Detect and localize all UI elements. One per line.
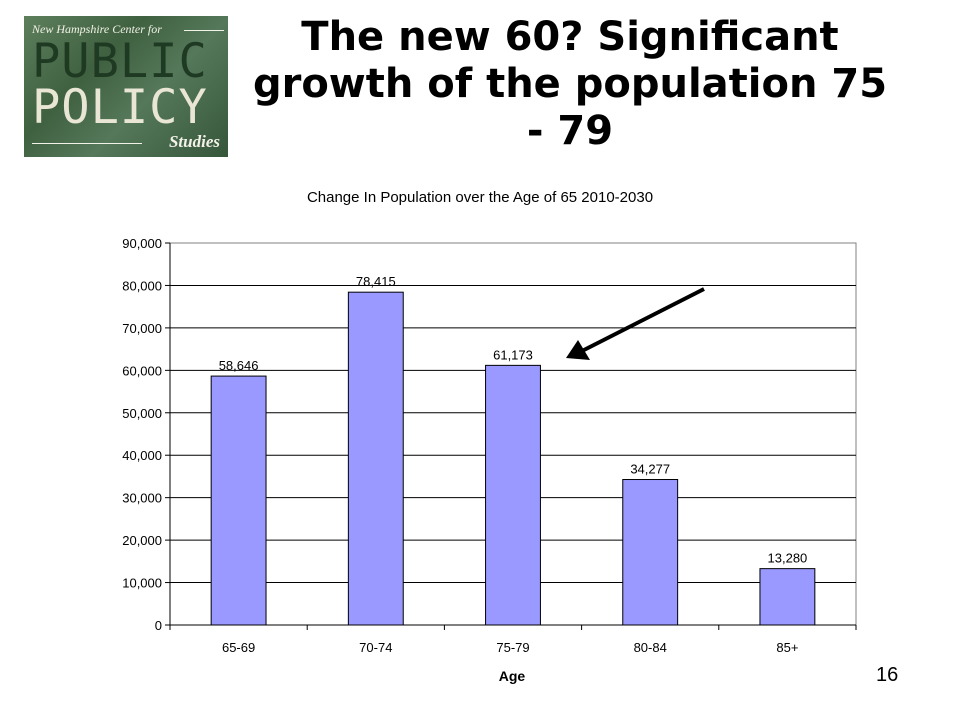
arrow-head xyxy=(566,340,590,360)
x-tick-label: 65-69 xyxy=(222,640,255,655)
x-tick-label: 70-74 xyxy=(359,640,392,655)
y-tick-label: 80,000 xyxy=(122,278,162,293)
logo: New Hampshire Center for PUBLIC POLICY S… xyxy=(24,16,228,157)
x-tick-label: 80-84 xyxy=(634,640,667,655)
logo-word-public: PUBLIC xyxy=(32,34,208,89)
slide-title: The new 60? Significant growth of the po… xyxy=(252,14,888,154)
annotation-arrow xyxy=(566,287,705,360)
logo-rule-bottom xyxy=(32,143,142,144)
y-tick-label: 0 xyxy=(155,618,162,633)
bar-value-label: 58,646 xyxy=(219,358,259,373)
bar-75-79 xyxy=(485,364,541,626)
x-axis-label: Age xyxy=(499,668,526,684)
bars: 58,646 78,415 61,173 34,277 13,280 xyxy=(210,274,816,626)
logo-word-policy: POLICY xyxy=(32,80,208,135)
x-axis: 65-69 70-74 75-79 80-84 85+ xyxy=(169,624,857,655)
y-tick-label: 10,000 xyxy=(122,576,162,591)
logo-line3: Studies xyxy=(168,132,220,151)
y-tick-label: 70,000 xyxy=(122,321,162,336)
page-number: 16 xyxy=(876,664,899,686)
bar-value-label: 34,277 xyxy=(630,462,670,477)
y-tick-label: 90,000 xyxy=(122,236,162,251)
y-tick-label: 20,000 xyxy=(122,533,162,548)
logo-line1: New Hampshire Center for xyxy=(32,22,162,36)
bar-70-74 xyxy=(347,291,404,626)
bar-value-label: 78,415 xyxy=(356,274,396,289)
bar-85+ xyxy=(759,568,816,626)
y-axis: 0 10,000 20,000 30,000 40,000 50,000 60,000 70,… xyxy=(122,236,171,633)
bar-value-label: 61,173 xyxy=(493,347,533,362)
bar-65-69 xyxy=(210,375,267,626)
logo-rule-top xyxy=(184,30,224,31)
y-tick-label: 30,000 xyxy=(122,491,162,506)
x-tick-label: 75-79 xyxy=(496,640,529,655)
arrow-shaft xyxy=(581,287,705,353)
bar-80-84 xyxy=(622,479,679,626)
y-tick-label: 40,000 xyxy=(122,448,162,463)
y-tick-label: 60,000 xyxy=(122,363,162,378)
x-tick-label: 85+ xyxy=(776,640,798,655)
chart-title: Change In Population over the Age of 65 … xyxy=(307,189,653,206)
bar-value-label: 13,280 xyxy=(768,551,808,566)
y-tick-label: 50,000 xyxy=(122,406,162,421)
